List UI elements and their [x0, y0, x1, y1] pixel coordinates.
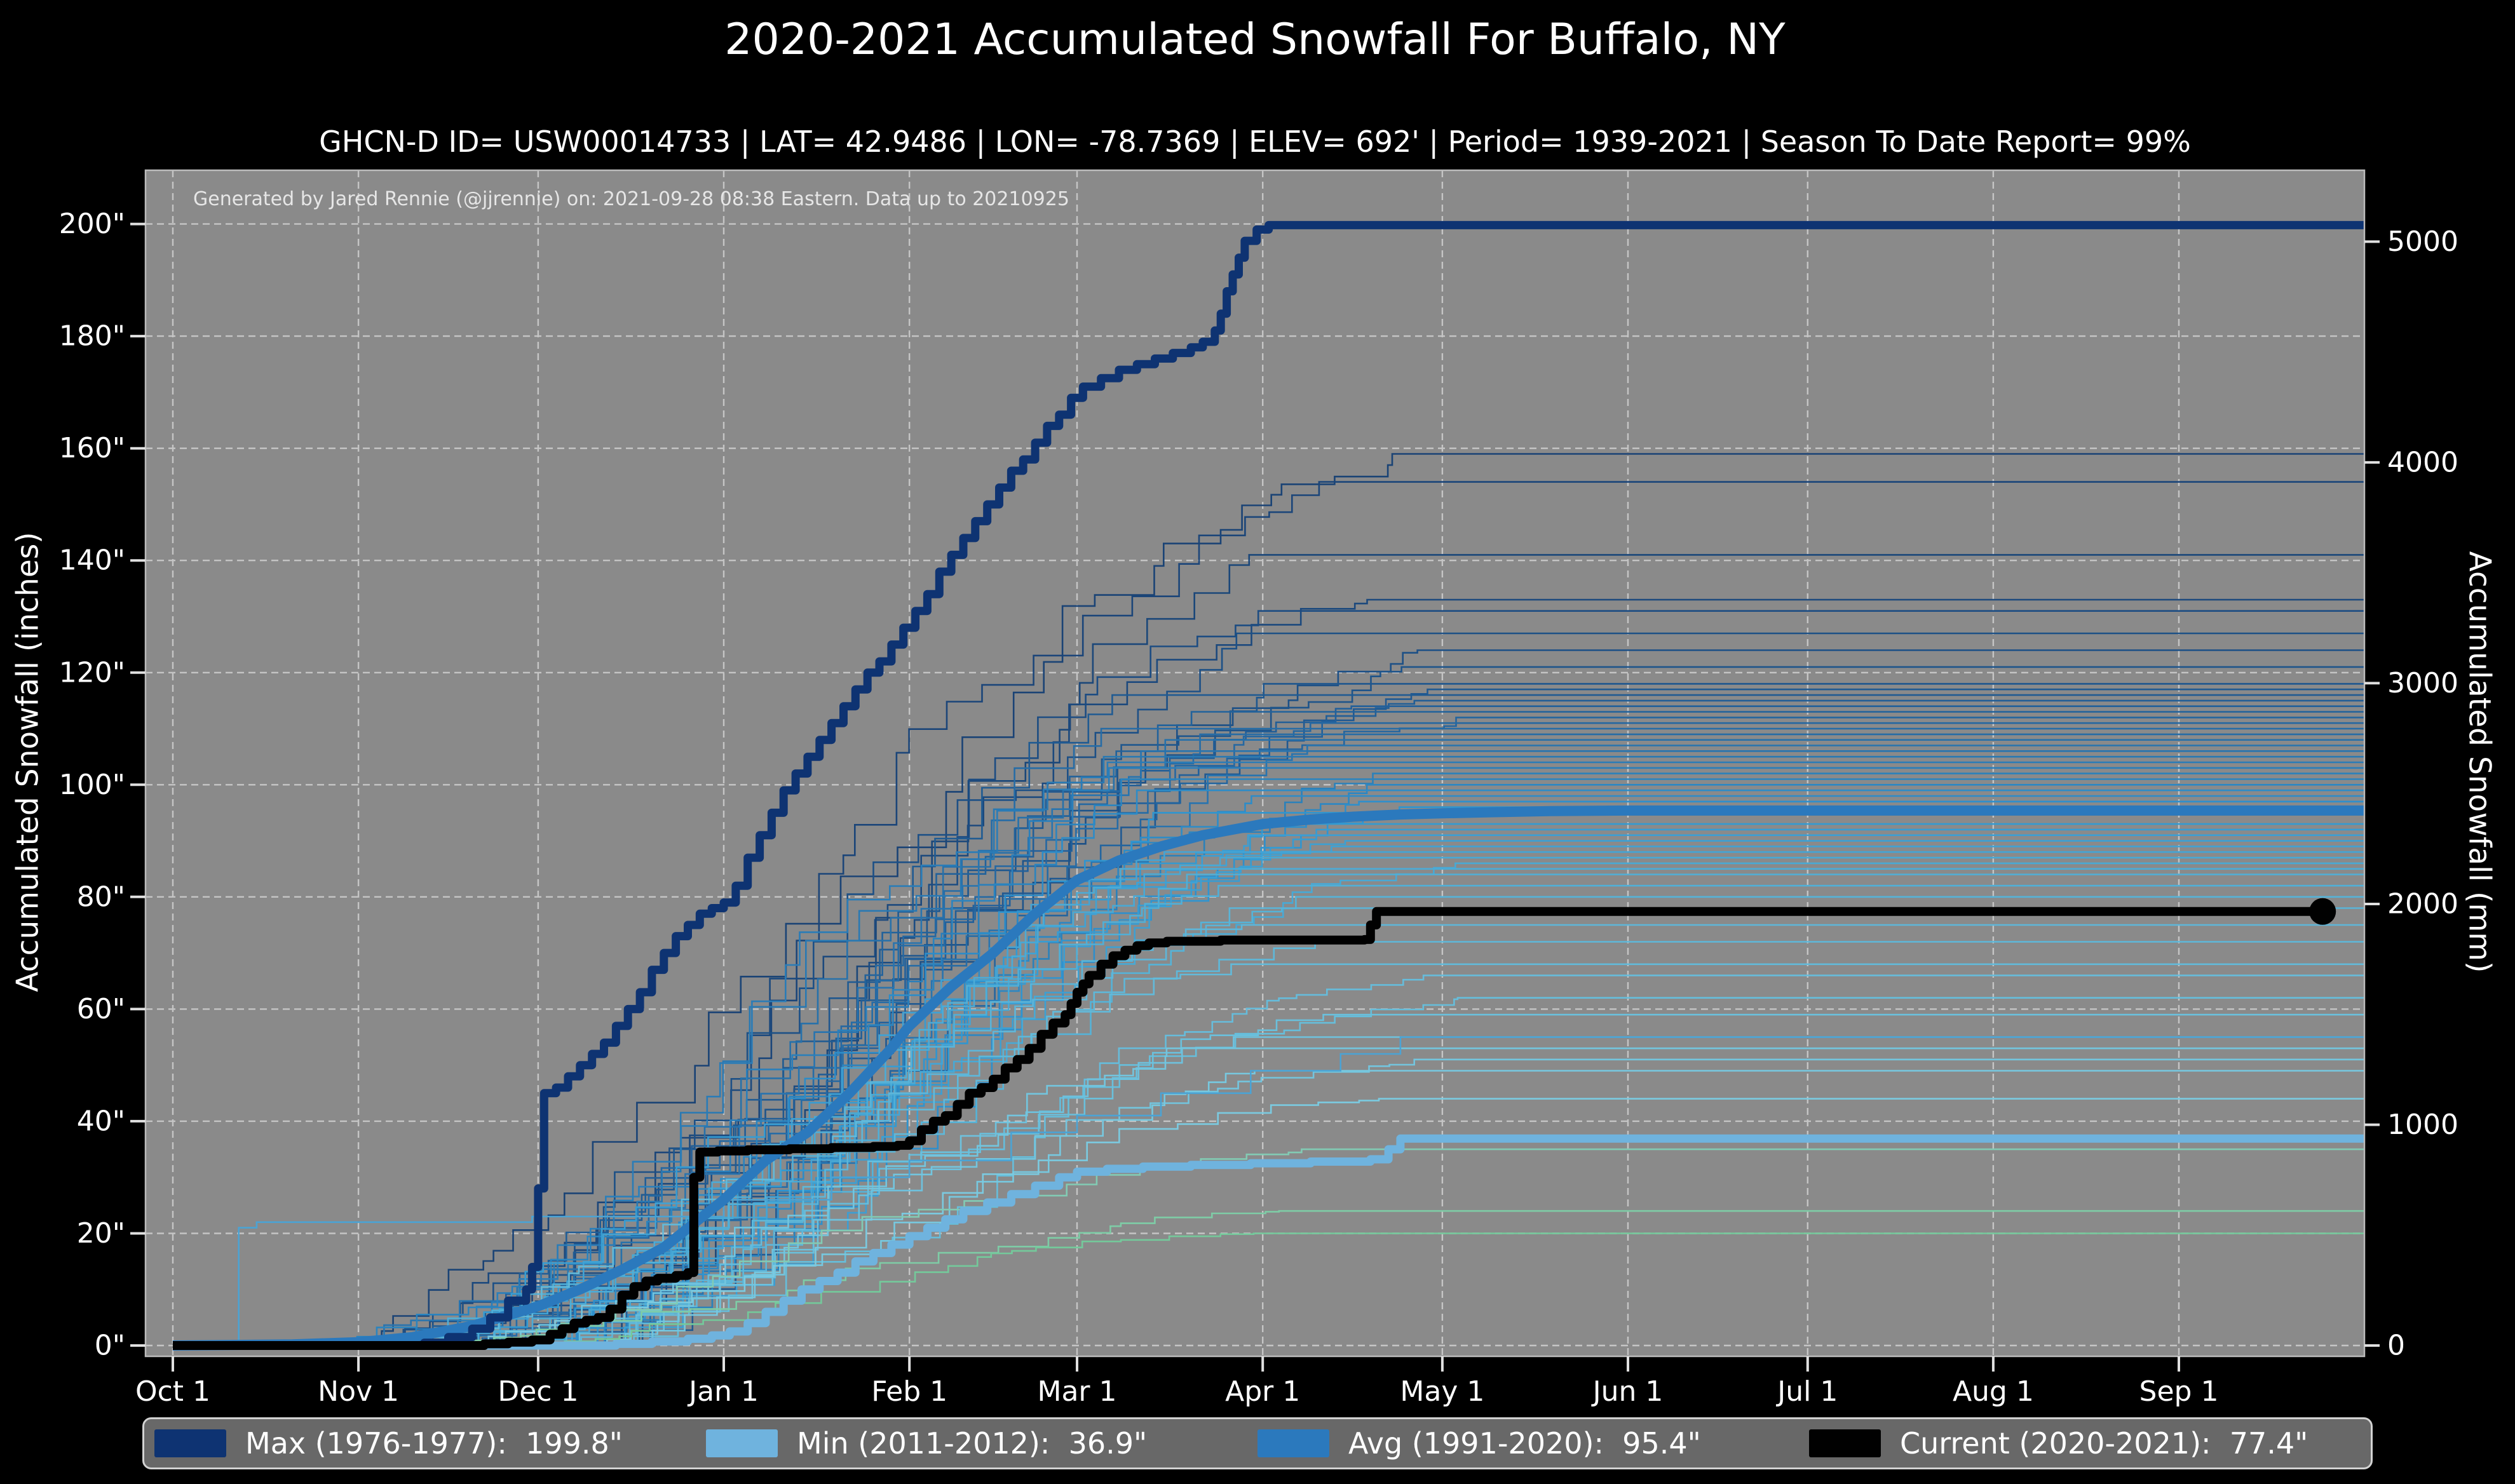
x-axis-tick-label: Apr 1 [1225, 1375, 1300, 1408]
x-axis-tick-label: Nov 1 [318, 1375, 399, 1408]
y-axis-left-tick-label: 120" [59, 656, 125, 689]
y-axis-left-tick-label: 160" [59, 432, 125, 464]
y-axis-right-tick-label: 0 [2387, 1330, 2405, 1362]
y-axis-left-label: Accumulated Snowfall (inches) [10, 532, 46, 992]
y-axis-left-tick-label: 0" [95, 1330, 125, 1362]
season-line [173, 722, 2365, 1347]
y-axis-right-tick-label: 3000 [2387, 667, 2458, 699]
series-max-line [173, 220, 2365, 1350]
y-axis-right-tick-label: 2000 [2387, 888, 2458, 921]
tick-marks [130, 222, 2380, 1372]
y-axis-left-tick-label: 140" [59, 544, 125, 577]
x-axis-tick-label: Feb 1 [871, 1375, 947, 1408]
legend-item-max: Max (1976-1977): 199.8" [154, 1426, 706, 1460]
watermark-credit: Generated by Jared Rennie (@jjrennie) on… [193, 188, 1069, 210]
legend: Max (1976-1977): 199.8" Min (2011-2012): … [142, 1417, 2373, 1469]
season-line [173, 598, 2365, 1347]
season-line [173, 997, 2365, 1347]
series-min-line [173, 1134, 2365, 1350]
season-line [173, 1070, 2365, 1347]
x-axis-tick-label: Sep 1 [2139, 1375, 2219, 1408]
legend-swatch-min [706, 1429, 778, 1457]
x-axis-tick-label: May 1 [1400, 1375, 1484, 1408]
season-line [173, 1210, 2365, 1347]
x-axis-tick-label: Jun 1 [1591, 1375, 1664, 1408]
season-line [173, 694, 2365, 1347]
y-axis-left-tick-label: 40" [77, 1105, 125, 1137]
season-line [173, 884, 2365, 1347]
legend-item-current: Current (2020-2021): 77.4" [1809, 1426, 2361, 1460]
season-line [173, 1058, 2365, 1347]
legend-item-min: Min (2011-2012): 36.9" [706, 1426, 1258, 1460]
season-line [173, 745, 2365, 1347]
plot-background [146, 170, 2364, 1356]
season-line [173, 1232, 2365, 1347]
y-axis-left-tick-label: 100" [59, 769, 125, 801]
x-axis-tick-label: Jan 1 [687, 1375, 759, 1408]
y-axis-right-tick-label: 1000 [2387, 1109, 2458, 1141]
x-axis-tick-label: Jul 1 [1775, 1375, 1838, 1408]
plot-spines [144, 169, 2366, 1358]
y-axis-right-label: Accumulated Snowfall (mm) [2462, 551, 2497, 973]
y-axis-left-tick-label: 180" [59, 320, 125, 353]
season-line [173, 481, 2365, 1347]
y-axis-right-tick-label: 4000 [2387, 446, 2458, 478]
season-line [173, 739, 2365, 1347]
legend-item-avg: Avg (1991-2020): 95.4" [1258, 1426, 1809, 1460]
season-line [173, 688, 2365, 1347]
season-line-early [173, 1036, 2365, 1347]
season-line [173, 907, 2365, 1347]
chart-subtitle: GHCN-D ID= USW00014733 | LAT= 42.9486 | … [319, 125, 2191, 159]
y-axis-right-tick-label: 5000 [2387, 226, 2458, 258]
y-axis-left-tick-label: 20" [77, 1217, 125, 1250]
series-current-end-dot [2309, 898, 2336, 925]
tick-labels: 0" 20" 40" 60" 80" 100" 120" 140" 160" 180" 200" 0 1… [59, 208, 2458, 1408]
chart-title: 2020-2021 Accumulated Snowfall For Buffa… [724, 15, 1786, 65]
series-avg-line [172, 805, 2365, 1351]
season-line [173, 453, 2365, 1347]
legend-swatch-avg [1258, 1429, 1329, 1457]
x-axis-tick-label: Oct 1 [135, 1375, 210, 1408]
legend-swatch-max [154, 1429, 226, 1457]
y-axis-left-tick-label: 200" [59, 208, 125, 240]
x-axis-tick-label: Dec 1 [498, 1375, 578, 1408]
legend-label-current: Current (2020-2021): 77.4" [1900, 1426, 2308, 1460]
y-axis-left-tick-label: 80" [77, 880, 125, 913]
season-line [173, 761, 2365, 1347]
gridlines [146, 170, 2364, 1356]
season-line [173, 632, 2365, 1347]
x-axis-tick-label: Mar 1 [1038, 1375, 1117, 1408]
season-line [173, 896, 2365, 1347]
legend-swatch-current [1809, 1429, 1881, 1457]
series-current-line [173, 907, 2323, 1350]
y-axis-left-tick-label: 60" [77, 993, 125, 1025]
legend-label-max: Max (1976-1977): 199.8" [245, 1426, 623, 1460]
x-axis-tick-label: Aug 1 [1953, 1375, 2034, 1408]
legend-label-avg: Avg (1991-2020): 95.4" [1348, 1426, 1701, 1460]
legend-label-min: Min (2011-2012): 36.9" [797, 1426, 1148, 1460]
